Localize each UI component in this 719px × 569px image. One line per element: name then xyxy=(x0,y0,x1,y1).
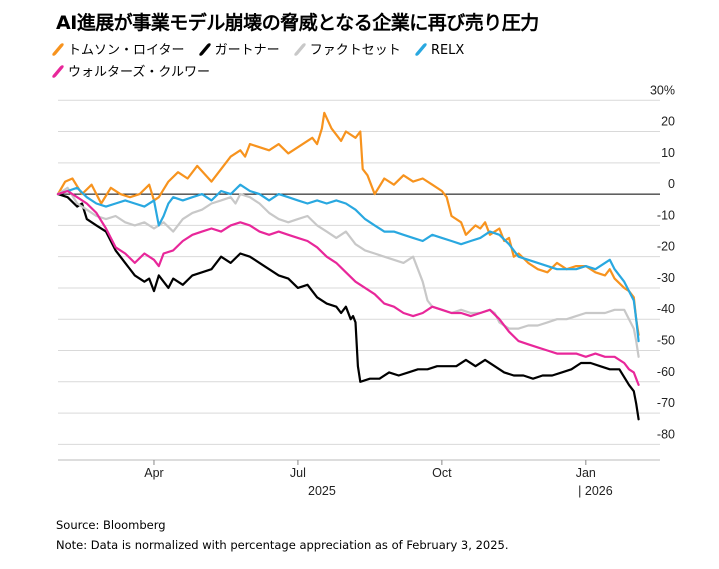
y-tick-label: -50 xyxy=(657,334,675,348)
legend-label: RELX xyxy=(430,43,465,58)
legend-label: ガートナー xyxy=(214,43,280,58)
legend-item-factset: ファクトセット xyxy=(293,40,401,62)
legend-item-wolters-kluwer: ウォルターズ・クルワー xyxy=(51,62,210,84)
legend-item-relx: RELX xyxy=(414,40,465,62)
chart-title: AI進展が事業モデル崩壊の脅威となる企業に再び売り圧力 xyxy=(56,12,539,34)
x-year-label: | 2026 xyxy=(578,484,613,498)
legend-item-gartner: ガートナー xyxy=(197,40,280,62)
y-tick-label: -40 xyxy=(657,302,675,316)
series-line xyxy=(56,186,640,358)
y-tick-label: -60 xyxy=(657,365,675,379)
y-tick-label: -20 xyxy=(657,240,675,254)
x-tick-label: Apr xyxy=(144,466,163,480)
source-note: Source: Bloomberg xyxy=(56,518,166,532)
y-tick-label: 10 xyxy=(661,146,675,160)
x-tick-label: Jul xyxy=(290,466,306,480)
legend-item-thomson-reuters: トムソン・ロイター xyxy=(51,40,185,62)
x-tick-label: Jan xyxy=(576,466,596,480)
y-tick-label: -80 xyxy=(657,427,675,441)
y-tick-label: 30% xyxy=(650,83,675,97)
legend-label: ウォルターズ・クルワー xyxy=(68,65,210,80)
y-tick-label: 20 xyxy=(661,115,675,129)
y-tick-label: -30 xyxy=(657,271,675,285)
legend-label: ファクトセット xyxy=(309,43,401,58)
legend-label: トムソン・ロイター xyxy=(68,43,185,58)
series-line xyxy=(56,193,640,421)
legend: トムソン・ロイター ガートナー ファクトセット RELX ウォルターズ・クルワー xyxy=(51,40,696,84)
y-tick-label: -10 xyxy=(657,208,675,222)
y-tick-label: 0 xyxy=(668,177,675,191)
series-line xyxy=(56,111,640,336)
y-tick-label: -70 xyxy=(657,396,675,410)
data-note: Note: Data is normalized with percentage… xyxy=(56,538,509,552)
x-tick-label: Oct xyxy=(432,466,452,480)
series-line xyxy=(56,183,640,343)
series-line xyxy=(56,189,640,386)
x-year-label: 2025 xyxy=(308,484,336,498)
